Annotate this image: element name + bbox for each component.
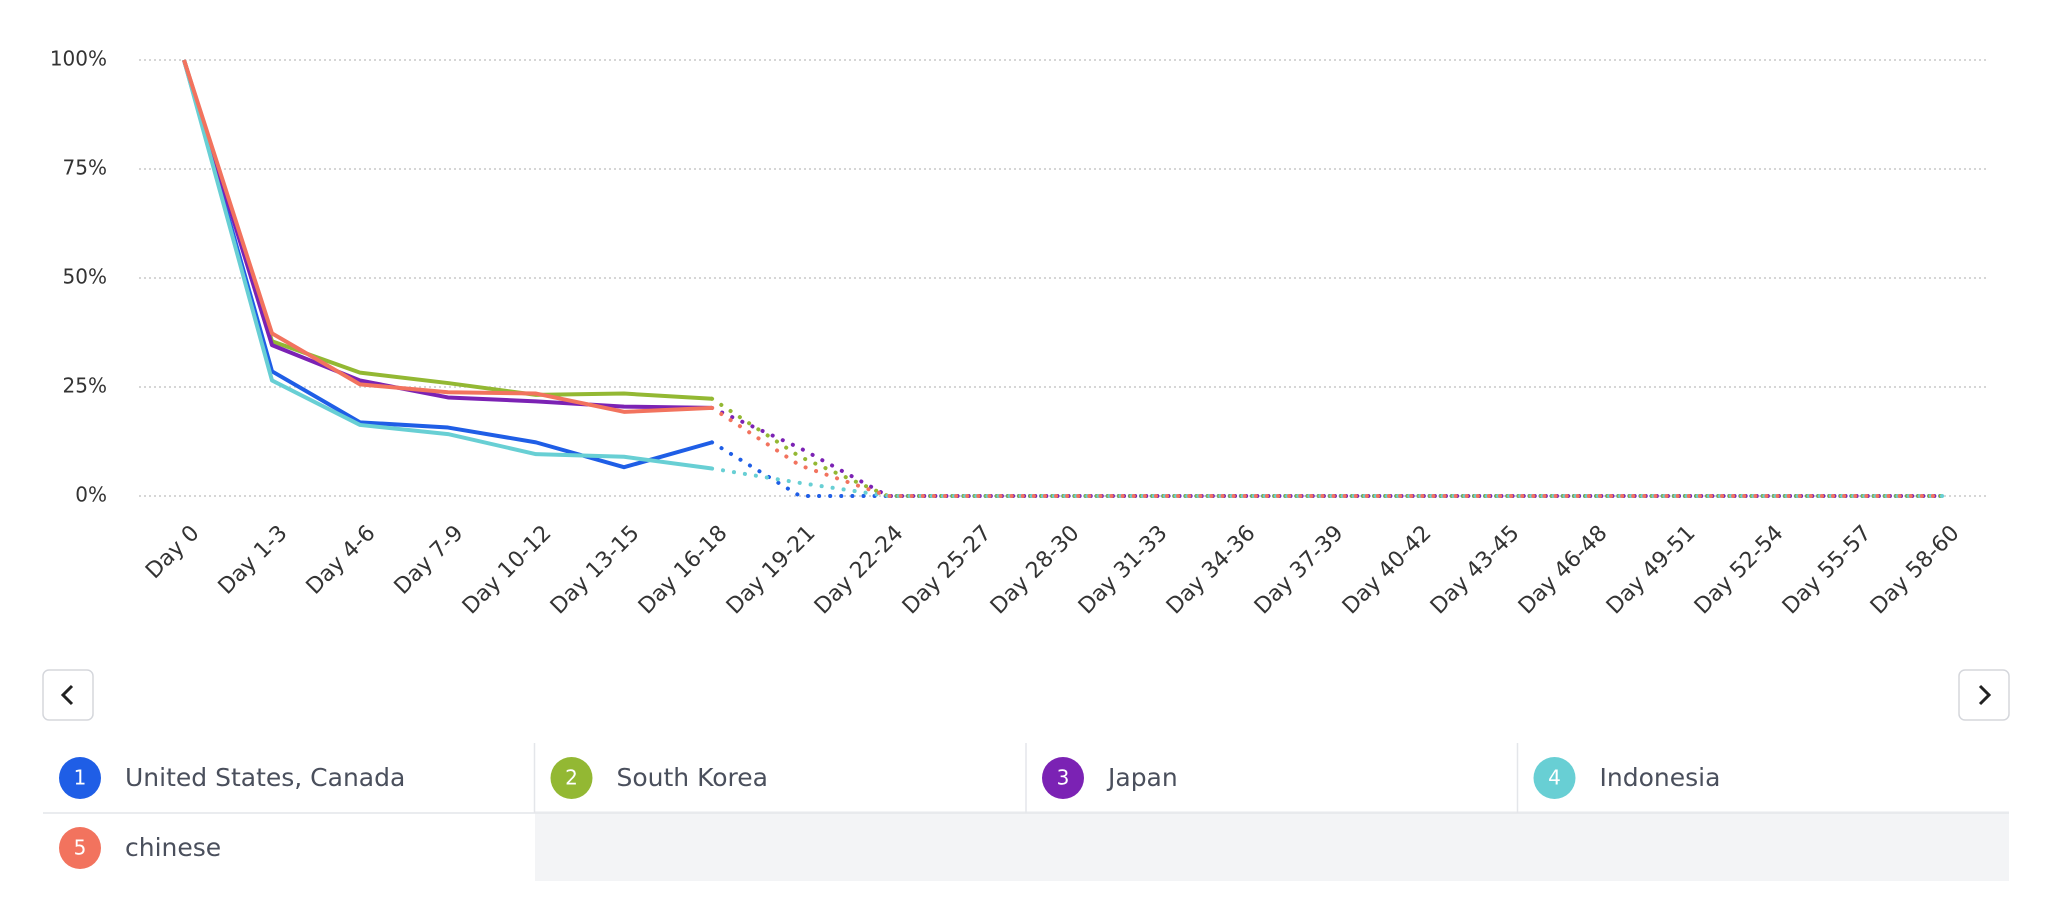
x-tick-label: Day 16-18 (634, 521, 733, 620)
legend-empty (535, 811, 2009, 881)
legend-number: 1 (74, 766, 87, 790)
legend-swatch (1042, 757, 1084, 799)
x-tick-label: Day 37-39 (1250, 521, 1349, 620)
legend-number: 2 (565, 766, 578, 790)
x-tick-label: Day 34-36 (1162, 521, 1261, 620)
x-tick-label: Day 46-48 (1514, 521, 1613, 620)
x-tick-label: Day 1-3 (214, 521, 293, 600)
legend-swatch (1533, 757, 1576, 799)
legend-number: 4 (1548, 766, 1561, 790)
series-line (182, 59, 713, 410)
legend-label: chinese (125, 833, 221, 862)
x-tick-label: Day 43-45 (1426, 521, 1525, 620)
x-tick-label: Day 0 (141, 521, 204, 584)
x-tick-label: Day 58-60 (1866, 521, 1965, 620)
y-tick-label: 100% (50, 47, 107, 71)
y-tick-label: 50% (63, 265, 107, 289)
prev-icon (60, 684, 74, 706)
legend-swatch (550, 757, 593, 799)
x-tick-label: Day 19-21 (722, 521, 821, 620)
next-icon (1978, 684, 1992, 706)
x-tick-label: Day 13-15 (546, 521, 645, 620)
x-tick-label: Day 49-51 (1602, 521, 1701, 620)
x-tick-label: Day 7-9 (390, 521, 469, 600)
y-tick-label: 75% (63, 156, 107, 180)
legend-label: Japan (1106, 763, 1178, 792)
legend-swatch (59, 827, 101, 869)
legend-number: 3 (1057, 766, 1070, 790)
legend-label: United States, Canada (125, 763, 405, 792)
y-tick-label: 0% (75, 483, 107, 507)
projected-line (710, 396, 1946, 498)
series-line (182, 59, 713, 414)
series-line (182, 59, 713, 470)
legend-swatch (59, 757, 101, 799)
x-tick-label: Day 22-24 (810, 521, 909, 620)
x-tick-label: Day 25-27 (898, 521, 997, 620)
next-button[interactable] (1958, 669, 2010, 721)
legend-label: South Korea (617, 763, 768, 792)
x-tick-label: Day 4-6 (302, 521, 381, 600)
projected-line (710, 440, 1946, 498)
projected-line (710, 405, 1946, 498)
projected-line (710, 466, 1946, 498)
x-tick-label: Day 31-33 (1074, 521, 1173, 620)
x-tick-label: Day 10-12 (458, 521, 557, 620)
projected-line (710, 405, 1946, 498)
x-tick-label: Day 52-54 (1690, 521, 1789, 620)
legend-number: 5 (74, 836, 87, 860)
chart-layer: 0% 25% 50% 75% 100% Day 0 Day 1-3 Day 4-6 Day 7-… (43, 47, 2009, 869)
x-tick-label: Day 40-42 (1338, 521, 1437, 620)
series-line (182, 59, 713, 471)
prev-button[interactable] (42, 669, 94, 721)
legend-label: Indonesia (1600, 763, 1721, 792)
x-tick-label: Day 28-30 (986, 521, 1085, 620)
x-tick-label: Day 55-57 (1778, 521, 1877, 620)
y-tick-label: 25% (63, 374, 107, 398)
